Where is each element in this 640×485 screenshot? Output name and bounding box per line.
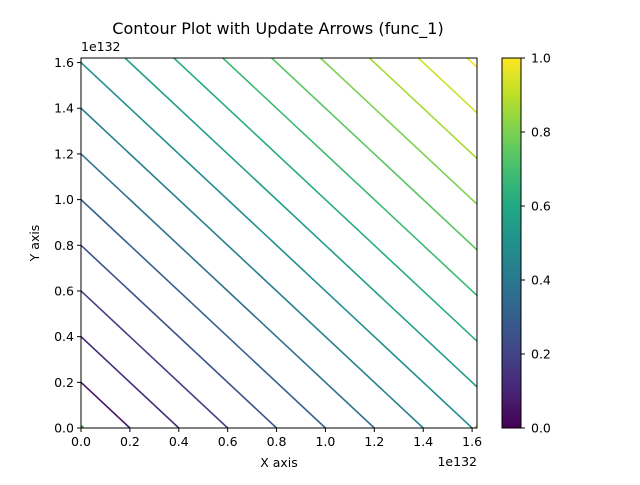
contour-line-1 (81, 381, 131, 428)
colorbar-tick-label: 0.2 (531, 347, 551, 362)
y-axis-ticks: 0.0 0.2 0.4 0.6 0.8 1.0 1.2 1.4 1.6 (54, 55, 81, 436)
contour-line-16 (466, 58, 477, 69)
contour-line-11 (222, 58, 477, 297)
colorbar-tick-label: 0.4 (531, 273, 551, 288)
colorbar (501, 57, 522, 429)
x-axis-label: X axis (260, 455, 298, 470)
y-tick-label: 0.4 (54, 329, 74, 344)
contour-line-9 (124, 58, 477, 388)
x-tick-label: 0.0 (71, 434, 91, 449)
y-tick-label: 0.6 (54, 283, 74, 298)
contour-lines (81, 58, 477, 428)
contour-line-7 (81, 107, 424, 428)
y-tick-label: 0.2 (54, 375, 74, 390)
origin-marker (81, 425, 84, 428)
contour-line-15 (417, 58, 477, 114)
x-tick-label: 1.4 (413, 434, 433, 449)
contour-line-13 (320, 58, 477, 206)
x-tick-label: 0.8 (267, 434, 287, 449)
y-tick-label: 0.0 (54, 421, 74, 436)
corner-markers (81, 425, 477, 428)
x-tick-label: 0.6 (218, 434, 238, 449)
colorbar-ticks: 0.0 0.2 0.4 0.6 0.8 1.0 (521, 51, 551, 436)
contour-line-14 (368, 58, 477, 160)
y-tick-label: 1.0 (54, 192, 74, 207)
corner-marker (474, 425, 477, 428)
contour-line-12 (271, 58, 477, 251)
contour-line-2 (81, 336, 180, 428)
contour-line-4 (81, 244, 278, 428)
contour-line-10 (173, 58, 477, 343)
x-tick-label: 0.2 (120, 434, 140, 449)
contour-line-8 (81, 61, 473, 428)
chart-title: Contour Plot with Update Arrows (func_1) (112, 19, 443, 39)
contour-line-5 (81, 199, 326, 428)
colorbar-tick-label: 0.0 (531, 421, 551, 436)
contour-line-6 (81, 153, 375, 428)
colorbar-tick-label: 0.6 (531, 199, 551, 214)
x-offset-label: 1e132 (437, 454, 477, 469)
x-tick-label: 1.0 (315, 434, 335, 449)
y-tick-label: 0.8 (54, 238, 74, 253)
colorbar-tick-label: 0.8 (531, 125, 551, 140)
contour-line-3 (81, 290, 229, 428)
y-offset-label: 1e132 (81, 39, 121, 54)
plot-frame (80, 57, 478, 429)
x-tick-label: 1.6 (462, 434, 482, 449)
y-tick-label: 1.6 (54, 55, 74, 70)
colorbar-tick-label: 1.0 (531, 51, 551, 66)
x-tick-label: 0.4 (169, 434, 189, 449)
x-axis-ticks: 0.0 0.2 0.4 0.6 0.8 1.0 1.2 1.4 1.6 (71, 428, 482, 449)
y-axis-label: Y axis (27, 225, 42, 263)
y-tick-label: 1.2 (54, 146, 74, 161)
y-tick-label: 1.4 (54, 101, 74, 116)
x-tick-label: 1.2 (364, 434, 384, 449)
